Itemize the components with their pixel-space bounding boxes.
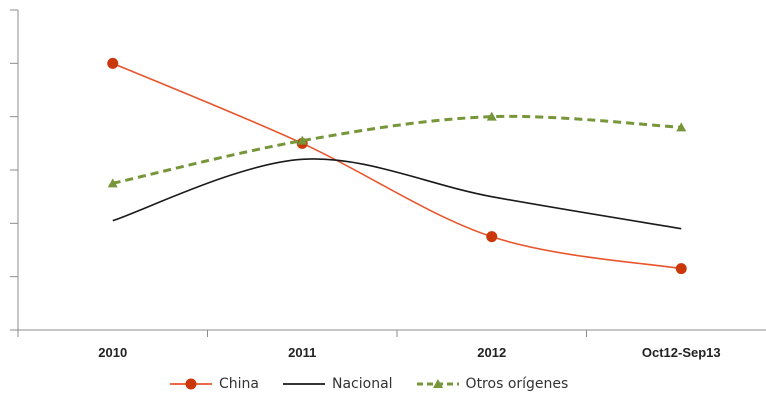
data-point bbox=[486, 231, 498, 243]
data-point bbox=[107, 57, 119, 69]
legend-swatch bbox=[170, 378, 212, 390]
legend-marker bbox=[432, 379, 443, 388]
series-otros-origenes bbox=[107, 111, 687, 188]
series-line-nacional bbox=[112, 158, 682, 230]
series-nacional bbox=[112, 158, 682, 230]
data-point bbox=[675, 263, 687, 275]
legend-swatch bbox=[283, 383, 325, 385]
series-line-otros-origenes bbox=[112, 114, 682, 185]
x-ticks bbox=[17, 330, 587, 337]
y-ticks bbox=[10, 9, 18, 331]
x-tick-label: 2010 bbox=[98, 345, 127, 360]
legend: China Nacional Otros orígenes bbox=[168, 374, 590, 394]
legend-label: China bbox=[219, 376, 259, 392]
legend-item-nacional: Nacional bbox=[281, 376, 393, 392]
series-line-china bbox=[112, 62, 682, 270]
legend-item-china: China bbox=[168, 376, 259, 392]
x-tick-labels: 2010 2011 2012 Oct12-Sep13 bbox=[98, 345, 720, 360]
legend-marker bbox=[185, 378, 197, 390]
data-point bbox=[107, 178, 118, 188]
series-group bbox=[107, 57, 687, 275]
legend-label: Nacional bbox=[332, 376, 393, 392]
series-china bbox=[107, 57, 687, 275]
data-point bbox=[676, 122, 687, 132]
line-chart: 2010 2011 2012 Oct12-Sep13 bbox=[10, 9, 766, 360]
data-point bbox=[297, 135, 308, 145]
x-tick-label: 2011 bbox=[288, 345, 316, 360]
x-tick-label: Oct12-Sep13 bbox=[642, 345, 721, 360]
x-tick-label: 2012 bbox=[477, 345, 506, 360]
legend-item-otros-origenes: Otros orígenes bbox=[415, 376, 569, 392]
data-point bbox=[486, 111, 497, 121]
legend-label: Otros orígenes bbox=[465, 376, 569, 392]
legend-swatch bbox=[416, 379, 459, 388]
